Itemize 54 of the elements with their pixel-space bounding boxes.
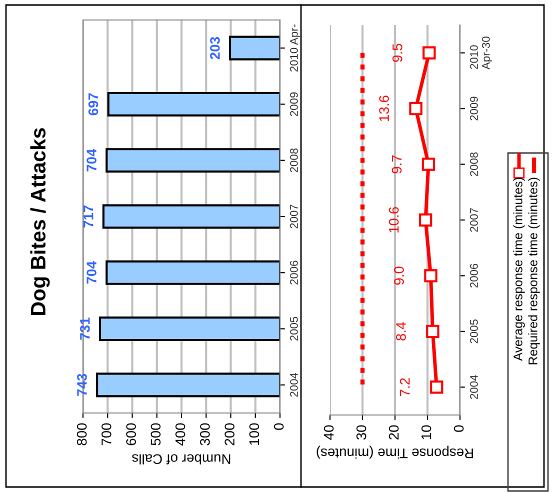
- data-label: 731: [80, 318, 90, 340]
- y-tick-label: 2005: [470, 320, 478, 344]
- point: [418, 213, 432, 227]
- point: [422, 158, 436, 171]
- data-label: 697: [88, 93, 98, 116]
- y-tick-label: 2009: [290, 92, 298, 116]
- x-tick-label: 20: [388, 425, 399, 440]
- x-tick-label: 10: [421, 425, 432, 440]
- x-tick-label: 300: [200, 423, 210, 446]
- legend-label: Average response time (minutes): [513, 178, 525, 361]
- point: [409, 102, 422, 116]
- x-tick-label: 200: [224, 423, 234, 446]
- x-tick-label: 100: [249, 423, 260, 445]
- point: [430, 380, 444, 394]
- data-label: 9.0: [394, 266, 404, 285]
- x-tick-label: 400: [175, 423, 186, 446]
- y-tick-label: 2008: [470, 152, 478, 176]
- point: [422, 46, 436, 60]
- data-label: 717: [84, 206, 94, 228]
- data-label: 13.6: [379, 96, 389, 122]
- x-tick-label: 0: [454, 425, 464, 432]
- y-tick-label: 2007: [290, 204, 298, 228]
- y-tick-label: 2004: [470, 375, 478, 399]
- data-label: 704: [86, 261, 96, 284]
- data-label: 7.2: [400, 378, 410, 396]
- text: Dog Bites / Attacks: [30, 128, 50, 315]
- y-tick-label: 2006: [290, 260, 298, 284]
- data-label: 8.4: [396, 322, 406, 340]
- data-label: 9.5: [392, 44, 402, 62]
- y-tick-label: 2006: [470, 264, 478, 288]
- data-label: 704: [86, 148, 96, 172]
- y-tick-label: 2004: [290, 372, 298, 397]
- x-axis-title: Response Time (minutes): [316, 446, 473, 459]
- data-label: 203: [210, 36, 220, 60]
- data-label: 10.6: [388, 207, 399, 232]
- x-tick-label: 500: [150, 423, 161, 446]
- y-tick-label: 2008: [290, 148, 298, 172]
- x-tick-label: 800: [76, 423, 87, 446]
- x-tick-label: 30: [356, 425, 366, 440]
- y-tick-label: 2007: [470, 208, 478, 232]
- x-tick-label: 0: [274, 423, 284, 430]
- data-label: 9.7: [392, 155, 402, 174]
- x-tick-label: 600: [126, 423, 136, 446]
- x-tick-label: 40: [324, 425, 334, 440]
- y-tick-label: 2010 Apr-: [290, 24, 300, 72]
- point: [426, 324, 440, 338]
- point: [424, 269, 438, 282]
- data-label: 743: [77, 374, 87, 396]
- legend-label: Required response time (minutes): [528, 178, 540, 364]
- y-tick-label: 2009: [470, 96, 478, 120]
- y-tick-label: 2005: [290, 316, 298, 341]
- x-axis-title: Number of Calls: [132, 454, 230, 464]
- x-tick-label: 700: [102, 423, 112, 446]
- y-tick-label: 2010 Apr-30: [470, 36, 492, 70]
